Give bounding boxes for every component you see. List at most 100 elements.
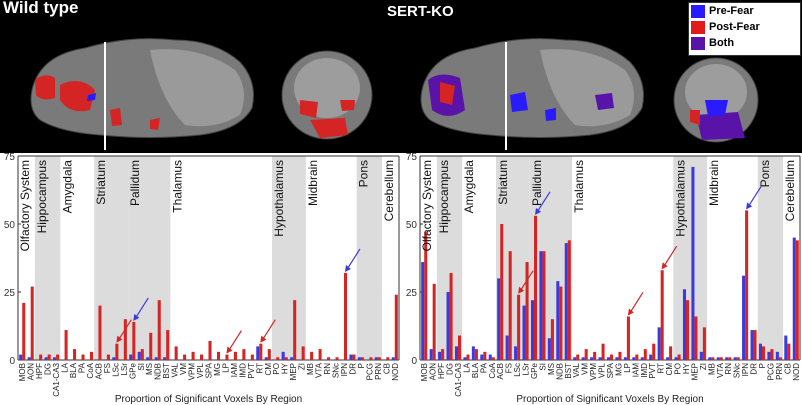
x-tick-label: MEP	[289, 363, 298, 380]
arrow-head	[535, 207, 541, 215]
x-tick-label: SI	[538, 363, 547, 371]
x-tick-label: CB	[382, 363, 391, 374]
bar-post	[394, 294, 398, 360]
bar-pre	[691, 166, 695, 360]
x-tick-label: SNc	[332, 363, 341, 378]
x-tick-label: MG	[213, 363, 222, 376]
x-tick-label: ZI	[298, 363, 307, 370]
x-tick-label: MOB	[18, 363, 27, 381]
x-tick-label: BST	[162, 363, 171, 379]
bar-pre	[640, 357, 644, 360]
wt-title: Wild type	[3, 0, 79, 17]
legend-label-post: Post-Fear	[709, 21, 760, 33]
x-tick-label: SI	[137, 363, 146, 371]
x-tick-label: PRN	[775, 363, 784, 380]
bar-post	[458, 335, 462, 360]
bar-pre	[522, 305, 526, 360]
bar-pre	[708, 357, 712, 360]
x-tick-label: MS	[145, 363, 154, 375]
bar-post	[567, 240, 571, 360]
arrow-head	[133, 313, 140, 321]
bar-post	[466, 354, 470, 360]
bar-post	[47, 354, 51, 360]
bar-pre	[657, 327, 661, 360]
arrow-head	[746, 202, 753, 210]
bar-pre	[547, 338, 551, 360]
bar-post	[719, 357, 723, 360]
bar-pre	[767, 351, 771, 360]
bar-post	[310, 351, 314, 360]
legend-label-both: Both	[709, 37, 735, 49]
bar-post	[293, 300, 297, 360]
bar-pre	[666, 357, 670, 360]
bar-post	[677, 354, 681, 360]
bar-post	[728, 357, 732, 360]
bar-post	[643, 349, 647, 360]
y-tick-label: 75	[4, 153, 16, 163]
bar-pre	[590, 357, 594, 360]
bar-pre	[674, 357, 678, 360]
region-label: Thalamus	[170, 160, 184, 213]
x-tick-label: MB	[306, 363, 315, 375]
x-tick-label: CB	[783, 363, 792, 374]
x-tick-label: PA	[78, 362, 87, 373]
bar-pre	[429, 349, 433, 360]
bar-post	[669, 346, 673, 360]
bar-pre	[349, 354, 353, 360]
region-label: Thalamus	[572, 160, 586, 213]
y-tick-label: 25	[4, 288, 16, 299]
region-label: Striatum	[94, 160, 108, 205]
arrow-head	[661, 262, 668, 270]
bar-post	[123, 319, 127, 360]
bar-post	[259, 343, 263, 360]
x-tick-label: CA1-CA3	[52, 362, 61, 396]
region-band	[673, 156, 708, 360]
bar-pre	[154, 357, 158, 360]
bar-pre	[454, 346, 458, 360]
region-label: Hypothalamus	[673, 160, 687, 237]
x-tick-label: AON	[27, 363, 36, 381]
x-tick-label: PRN	[374, 363, 383, 380]
x-tick-label: P	[758, 363, 767, 368]
region-label: Olfactory System	[18, 160, 32, 251]
legend-item-pre: Pre-Fear	[689, 3, 800, 19]
bar-post	[542, 251, 546, 360]
bar-pre	[137, 351, 141, 360]
bar-pre	[514, 346, 518, 360]
region-label: Hypothalamus	[272, 160, 286, 237]
x-tick-label: MEP	[690, 363, 699, 380]
bar-pre	[716, 357, 720, 360]
bar-post	[702, 327, 706, 360]
bar-post	[576, 354, 580, 360]
x-tick-label: HY	[682, 362, 691, 374]
x-tick-label: LSr	[522, 363, 531, 376]
x-tick-label: IMD	[640, 363, 649, 378]
x-tick-label: RT	[657, 363, 666, 374]
bar-post	[301, 346, 305, 360]
x-tick-label: LP	[623, 363, 632, 373]
bar-post	[753, 330, 757, 360]
arrow-head	[116, 335, 123, 343]
bar-post	[584, 349, 588, 360]
bar-post	[233, 351, 237, 360]
x-tick-label: PA	[479, 362, 488, 373]
x-tick-label: IMD	[238, 363, 247, 378]
x-tick-label: CM	[665, 363, 674, 376]
bar-post	[335, 357, 339, 360]
x-tick-label: SPA	[606, 362, 615, 378]
x-tick-label: CoA	[86, 362, 95, 378]
x-tick-label: SPA	[205, 362, 214, 378]
brain-slices	[30, 38, 759, 150]
bar-post	[369, 357, 373, 360]
bar-post	[157, 300, 161, 360]
x-tick-label: NOD	[391, 363, 400, 381]
region-band	[272, 156, 306, 360]
x-tick-label: PO	[272, 363, 281, 375]
x-tick-label: BLA	[69, 362, 78, 378]
arrow-head	[260, 335, 267, 343]
y-tick-label: 25	[406, 288, 418, 299]
y-tick-label: 0	[411, 356, 417, 367]
bar-post	[517, 294, 521, 360]
x-tick-label: IAM	[631, 363, 640, 378]
bar-post	[483, 351, 487, 360]
